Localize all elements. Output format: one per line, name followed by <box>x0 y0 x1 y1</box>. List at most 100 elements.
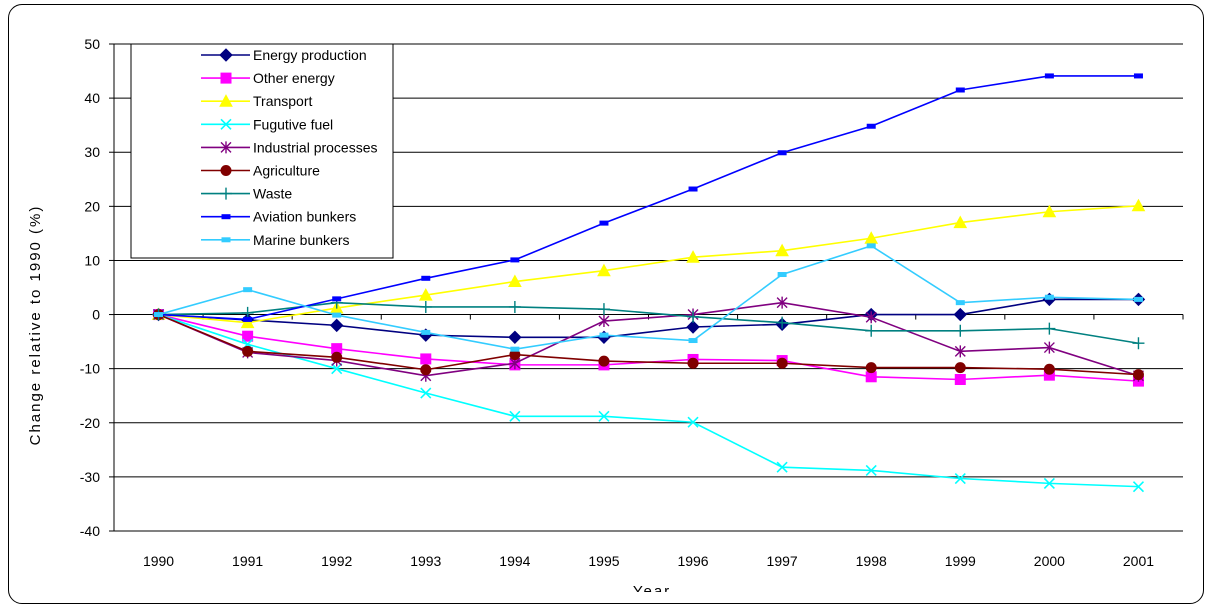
data-point <box>332 312 342 318</box>
data-point <box>420 387 432 399</box>
series-line <box>158 313 1139 376</box>
data-point <box>1044 294 1054 300</box>
data-point <box>508 274 522 288</box>
legend-label: Transport <box>253 93 313 109</box>
legend-label: Industrial processes <box>253 139 378 155</box>
data-point <box>242 330 254 342</box>
series-line <box>158 298 1139 339</box>
data-point <box>420 353 432 365</box>
series-group <box>151 73 1146 493</box>
x-axis-label: Year <box>633 583 671 592</box>
data-point <box>597 263 611 277</box>
legend-swatch-marker <box>219 94 233 107</box>
data-point <box>243 316 253 322</box>
data-point <box>953 215 968 229</box>
x-tick-label: 1997 <box>767 553 798 569</box>
data-point <box>687 416 699 428</box>
data-point <box>955 87 965 93</box>
data-point <box>866 123 876 129</box>
axes <box>109 43 1184 532</box>
x-tick-label: 1998 <box>856 553 887 569</box>
x-tick-label: 1999 <box>945 553 976 569</box>
data-point <box>865 362 877 374</box>
data-point <box>954 345 966 358</box>
series-line <box>158 313 1139 382</box>
data-point <box>1131 198 1146 212</box>
data-point <box>687 357 699 369</box>
x-tick-label: 1994 <box>499 553 530 569</box>
data-point <box>1043 341 1055 354</box>
data-point <box>331 351 343 363</box>
x-tick-label: 1991 <box>232 553 263 569</box>
data-point <box>865 311 877 324</box>
y-tick-label: -20 <box>80 415 100 431</box>
data-point <box>776 316 789 329</box>
series-line <box>158 301 1139 377</box>
data-point <box>1044 73 1054 79</box>
data-point <box>1042 204 1057 218</box>
data-point <box>508 330 522 344</box>
data-point <box>508 300 521 313</box>
data-point <box>1043 363 1055 375</box>
data-point <box>509 410 521 422</box>
legend-label: Energy production <box>253 47 367 63</box>
data-point <box>418 288 433 301</box>
series-line <box>158 244 1139 350</box>
y-tick-label: 0 <box>92 307 100 323</box>
y-tick-label: -10 <box>80 361 100 377</box>
data-point <box>954 373 966 385</box>
data-point <box>242 345 254 357</box>
legend-box <box>130 43 394 259</box>
data-point <box>954 362 966 374</box>
y-tick-label: 50 <box>84 36 100 52</box>
legend-swatch-marker <box>221 237 231 243</box>
data-point <box>866 243 876 249</box>
data-point <box>1043 322 1056 335</box>
x-tick-labels: 1990 1991 1992 1993 1994 1995 1996 1997 1998 1999… <box>143 553 1154 569</box>
x-tick-label: 1993 <box>410 553 441 569</box>
legend-label: Fugutive fuel <box>253 116 333 132</box>
data-point <box>865 371 877 383</box>
data-point <box>598 315 610 328</box>
legend-label: Waste <box>253 186 292 202</box>
data-point <box>777 272 787 278</box>
series-marine-bunkers <box>154 243 1143 352</box>
data-point <box>330 318 344 333</box>
data-point <box>510 257 520 263</box>
legend-swatch-marker <box>220 118 232 130</box>
data-point <box>243 287 253 293</box>
legend-label: Aviation bunkers <box>253 209 356 225</box>
data-point <box>1043 477 1055 489</box>
data-point <box>598 355 610 367</box>
data-point <box>421 275 431 281</box>
data-point <box>240 315 255 329</box>
series-agriculture <box>153 309 1144 381</box>
data-point <box>154 312 164 318</box>
data-point <box>599 220 609 226</box>
data-point <box>687 310 700 323</box>
data-point <box>776 357 788 369</box>
data-point <box>865 464 877 476</box>
legend-swatch-marker <box>220 72 232 84</box>
data-point <box>776 296 788 309</box>
series-line <box>158 75 1139 321</box>
data-point <box>421 329 431 335</box>
data-point <box>954 472 966 485</box>
data-point <box>332 296 342 302</box>
legend-swatch-marker <box>219 48 233 62</box>
data-point <box>510 346 520 352</box>
y-tick-label: 40 <box>84 90 100 106</box>
data-point <box>954 324 967 337</box>
x-tick-label: 1996 <box>677 553 708 569</box>
data-point <box>686 320 700 334</box>
data-point <box>686 250 700 263</box>
data-point <box>955 300 965 306</box>
data-point <box>864 231 879 244</box>
legend: Energy production Other energy Transport Fu… <box>130 43 394 259</box>
data-point <box>1133 73 1143 79</box>
x-tick-label: 2001 <box>1123 553 1154 569</box>
data-point <box>331 363 343 375</box>
data-point <box>1132 337 1145 350</box>
legend-swatch-marker <box>220 141 232 154</box>
